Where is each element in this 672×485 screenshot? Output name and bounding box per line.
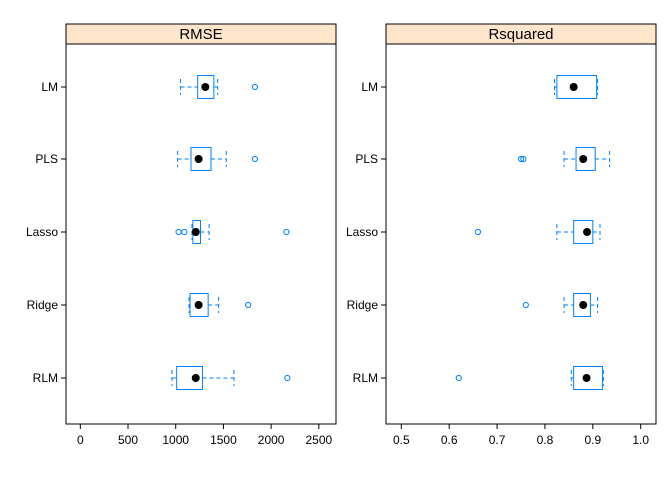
outlier-point <box>245 301 252 309</box>
panel-rsquared: Rsquared LM PLS Lasso Ridge RLM 0.5 0.6 0.7 0.8 0.… <box>346 23 657 447</box>
median-dot <box>579 155 588 163</box>
y-tick-label: RLM <box>33 371 58 385</box>
box-body <box>556 75 598 99</box>
x-tick-label: 1500 <box>210 433 237 447</box>
y-tick-label: LM <box>361 80 378 94</box>
y-tick-label: Lasso <box>346 225 378 239</box>
median-dot <box>569 83 578 91</box>
y-tick-label: PLS <box>35 152 58 166</box>
box-ridge <box>188 293 252 317</box>
outlier-point <box>175 228 182 236</box>
panel-title: RMSE <box>179 26 222 43</box>
median-dot <box>201 83 210 91</box>
outlier-point <box>181 228 188 236</box>
outlier-point <box>522 301 529 309</box>
box-lm <box>179 75 259 99</box>
y-tick-label: Lasso <box>26 225 58 239</box>
panel-frame <box>65 43 337 425</box>
median-dot <box>582 374 591 382</box>
outlier-point <box>283 228 290 236</box>
median-dot <box>194 301 203 309</box>
panel-title: Rsquared <box>488 26 553 43</box>
x-tick-label: 0 <box>77 433 84 447</box>
x-tick-label: 2000 <box>258 433 285 447</box>
box-rlm <box>455 366 604 390</box>
outlier-point <box>474 228 482 236</box>
box-rlm <box>171 366 291 390</box>
outlier-point <box>251 155 259 163</box>
box-lm <box>554 75 599 99</box>
box-body <box>189 293 209 317</box>
box-pls <box>517 147 611 171</box>
x-tick-label: 0.9 <box>584 433 601 447</box>
box-body <box>573 293 591 317</box>
median-dot <box>194 155 203 163</box>
box-lasso <box>474 220 601 244</box>
x-tick-label: 0.6 <box>441 433 458 447</box>
median-dot <box>191 374 200 382</box>
box-body <box>575 147 596 171</box>
x-tick-label: 2500 <box>305 433 332 447</box>
x-tick-label: 0.7 <box>489 433 506 447</box>
median-dot <box>583 228 592 236</box>
x-tick-label: 1.0 <box>632 433 649 447</box>
median-dot <box>579 301 588 309</box>
x-tick-label: 1000 <box>162 433 189 447</box>
box-body <box>190 147 212 171</box>
box-ridge <box>522 293 599 317</box>
x-tick-label: 0.8 <box>537 433 554 447</box>
box-body <box>197 75 215 99</box>
y-tick-label: RLM <box>353 371 378 385</box>
x-tick-label: 0.5 <box>393 433 410 447</box>
y-tick-label: PLS <box>355 152 378 166</box>
panel-rmse: RMSE LM PLS Lasso Ridge RLM 0 500 1000 1500 2000 25… <box>26 23 337 447</box>
panel-frame <box>385 43 657 425</box>
outlier-point <box>517 155 525 163</box>
y-tick-label: Ridge <box>347 298 379 312</box>
outlier-point <box>284 374 291 382</box>
box-lasso <box>175 220 290 244</box>
box-pls <box>177 147 259 171</box>
y-tick-label: Ridge <box>27 298 59 312</box>
outlier-point <box>251 83 259 91</box>
outlier-point <box>520 155 527 163</box>
box-body <box>573 366 603 390</box>
box-body <box>176 366 203 390</box>
median-dot <box>191 228 200 236</box>
y-tick-label: LM <box>41 80 58 94</box>
x-tick-label: 500 <box>118 433 138 447</box>
box-body <box>573 220 594 244</box>
outlier-point <box>455 374 462 382</box>
